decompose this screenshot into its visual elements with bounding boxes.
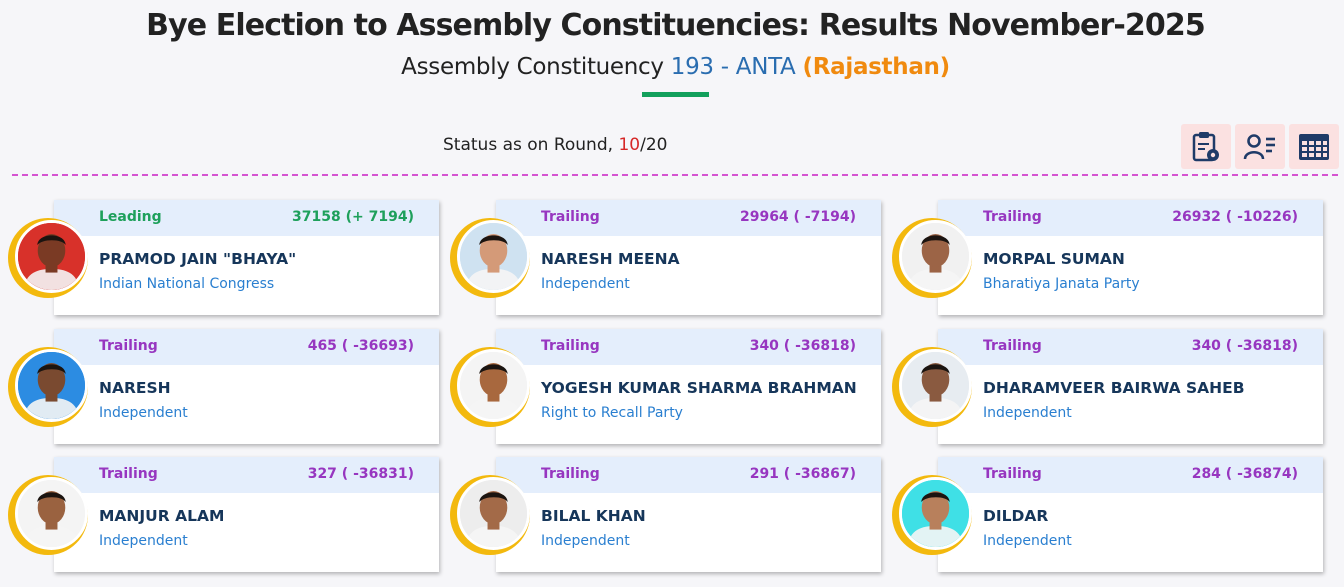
current-round: 10	[618, 135, 641, 155]
person-silhouette-icon	[18, 480, 85, 547]
party-name: Right to Recall Party	[541, 405, 683, 421]
person-silhouette-icon	[460, 223, 527, 290]
person-silhouette-icon	[460, 480, 527, 547]
candidate-photo	[457, 220, 530, 293]
candidate-card[interactable]: Trailing 340 ( -36818) DHARAMVEER BAIRWA S…	[938, 329, 1323, 444]
round-separator: /	[640, 135, 646, 155]
vote-count: 465 ( -36693)	[307, 338, 414, 354]
round-status-prefix: Status as on Round,	[443, 135, 614, 155]
person-silhouette-icon	[902, 223, 969, 290]
card-header	[938, 200, 1323, 236]
candidate-photo	[15, 477, 88, 550]
total-rounds: 20	[645, 135, 668, 155]
party-name: Bharatiya Janata Party	[983, 276, 1140, 292]
candidate-photo	[899, 349, 972, 422]
state-name: (Rajasthan)	[802, 54, 951, 80]
card-header	[54, 200, 439, 236]
party-name: Independent	[983, 405, 1072, 421]
party-name: Independent	[983, 533, 1072, 549]
vote-count: 37158 (+ 7194)	[292, 209, 414, 225]
card-header	[496, 200, 881, 236]
candidate-status: Trailing	[541, 209, 600, 225]
candidate-name: YOGESH KUMAR SHARMA BRAHMAN	[541, 379, 857, 397]
party-name: Independent	[99, 405, 188, 421]
constituency-subtitle: Assembly Constituency 193 - ANTA (Rajast…	[0, 54, 1344, 80]
round-status: Status as on Round, 10/20	[443, 135, 667, 155]
table-view-button[interactable]	[1289, 124, 1339, 169]
title-underline	[642, 92, 709, 97]
grid-table-icon	[1299, 133, 1329, 160]
vote-count: 340 ( -36818)	[749, 338, 856, 354]
candidate-status: Leading	[99, 209, 162, 225]
candidate-card[interactable]: Trailing 465 ( -36693) NARESH Independent	[54, 329, 439, 444]
candidate-photo	[899, 220, 972, 293]
candidate-status: Trailing	[541, 466, 600, 482]
person-silhouette-icon	[460, 352, 527, 419]
candidate-name: MANJUR ALAM	[99, 507, 225, 525]
candidate-name: NARESH MEENA	[541, 250, 680, 268]
person-silhouette-icon	[18, 223, 85, 290]
card-header	[54, 329, 439, 365]
candidate-name: DHARAMVEER BAIRWA SAHEB	[983, 379, 1245, 397]
party-name: Independent	[541, 276, 630, 292]
subtitle-prefix: Assembly Constituency	[401, 54, 664, 80]
candidate-card[interactable]: Trailing 340 ( -36818) YOGESH KUMAR SHARMA…	[496, 329, 881, 444]
section-divider	[12, 174, 1338, 176]
candidate-photo	[457, 349, 530, 422]
card-header	[938, 457, 1323, 493]
card-header	[496, 457, 881, 493]
vote-count: 327 ( -36831)	[307, 466, 414, 482]
candidate-name: MORPAL SUMAN	[983, 250, 1125, 268]
candidate-status: Trailing	[983, 338, 1042, 354]
candidate-status: Trailing	[983, 209, 1042, 225]
candidate-card[interactable]: Trailing 327 ( -36831) MANJUR ALAM Independ…	[54, 457, 439, 572]
candidate-status: Trailing	[983, 466, 1042, 482]
candidate-name: PRAMOD JAIN "BHAYA"	[99, 250, 297, 268]
candidate-list-button[interactable]	[1235, 124, 1285, 169]
candidate-card[interactable]: Trailing 26932 ( -10226) MORPAL SUMAN Bhara…	[938, 200, 1323, 315]
vote-count: 340 ( -36818)	[1191, 338, 1298, 354]
candidate-status: Trailing	[99, 338, 158, 354]
card-header	[938, 329, 1323, 365]
page-title: Bye Election to Assembly Constituencies:…	[146, 8, 1206, 43]
vote-count: 26932 ( -10226)	[1172, 209, 1298, 225]
candidate-card[interactable]: Trailing 291 ( -36867) BILAL KHAN Independe…	[496, 457, 881, 572]
candidate-photo	[15, 220, 88, 293]
person-silhouette-icon	[18, 352, 85, 419]
candidate-photo	[899, 477, 972, 550]
vote-count: 291 ( -36867)	[749, 466, 856, 482]
candidate-status: Trailing	[541, 338, 600, 354]
clipboard-report-button[interactable]	[1181, 124, 1231, 169]
candidate-name: DILDAR	[983, 507, 1049, 525]
candidate-photo	[15, 349, 88, 422]
party-name: Independent	[541, 533, 630, 549]
card-header	[496, 329, 881, 365]
candidate-name: BILAL KHAN	[541, 507, 646, 525]
candidate-list-icon	[1243, 133, 1275, 159]
party-name: Independent	[99, 533, 188, 549]
candidate-name: NARESH	[99, 379, 171, 397]
person-silhouette-icon	[902, 352, 969, 419]
candidate-photo	[457, 477, 530, 550]
candidate-card[interactable]: Trailing 29964 ( -7194) NARESH MEENA Indepe…	[496, 200, 881, 315]
person-silhouette-icon	[902, 480, 969, 547]
candidate-card[interactable]: Leading 37158 (+ 7194) PRAMOD JAIN "BHAYA"…	[54, 200, 439, 315]
card-header	[54, 457, 439, 493]
clipboard-icon	[1192, 131, 1219, 161]
constituency-name: 193 - ANTA	[670, 54, 796, 80]
party-name: Indian National Congress	[99, 276, 275, 292]
vote-count: 284 ( -36874)	[1191, 466, 1298, 482]
candidate-card[interactable]: Trailing 284 ( -36874) DILDAR Independent	[938, 457, 1323, 572]
vote-count: 29964 ( -7194)	[739, 209, 856, 225]
candidate-status: Trailing	[99, 466, 158, 482]
